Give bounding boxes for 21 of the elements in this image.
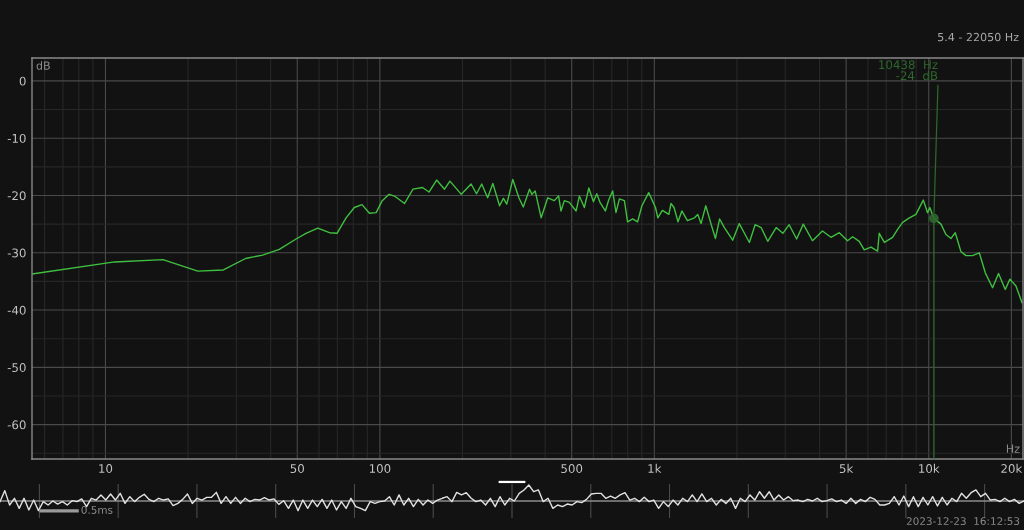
x-tick-label: 10k <box>919 463 940 473</box>
y-tick-label: -30 <box>7 248 26 258</box>
y-tick-label: -10 <box>7 133 26 143</box>
y-axis-title: dB <box>36 61 50 70</box>
y-tick-label: -40 <box>7 305 26 315</box>
text: 2023-12-23 16:12:53 <box>906 517 1020 526</box>
annotation: 0.5ms <box>81 506 113 514</box>
x-axis-title: Hz <box>1006 444 1020 453</box>
chart-subtitle: 5.4 - 22050 Hz <box>938 32 1019 42</box>
x-tick-label: 5k <box>839 463 854 473</box>
annotation: 10438 Hz -24 dB <box>879 60 938 81</box>
x-tick-label: 500 <box>561 464 583 473</box>
y-tick-label: -20 <box>7 191 26 201</box>
x-tick-label: 10 <box>99 464 113 473</box>
y-tick-label: 0 <box>19 76 26 86</box>
y-tick-label: -60 <box>7 420 26 430</box>
x-tick-label: 50 <box>290 464 304 473</box>
x-tick-label: 1k <box>648 463 662 473</box>
x-tick-label: 100 <box>369 464 391 473</box>
y-tick-label: -50 <box>7 363 26 372</box>
x-tick-label: 20k <box>1001 463 1023 473</box>
